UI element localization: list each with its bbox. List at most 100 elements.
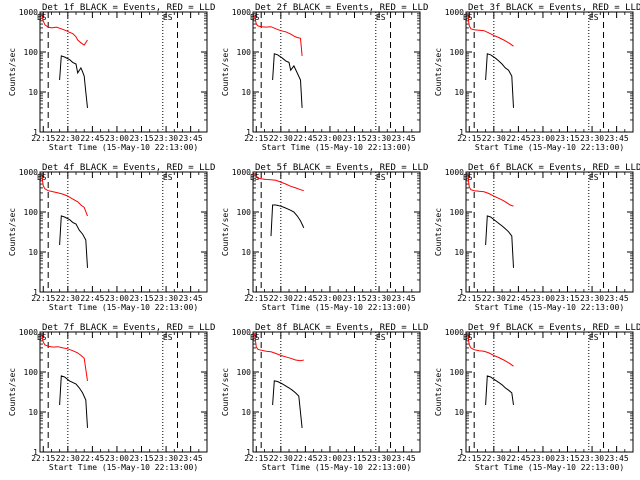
events-series-line <box>270 204 305 237</box>
x-tick-label: 22:45 <box>506 454 530 463</box>
x-tick-label: 22:15 <box>457 454 481 463</box>
x-tick-label: 23:15 <box>555 454 579 463</box>
x-tick-label: 22:15 <box>244 134 268 143</box>
x-axis-label: Start Time (15-May-10 22:13:00) <box>49 463 198 472</box>
x-tick-label: 22:45 <box>293 454 317 463</box>
lld-series-line <box>467 333 514 367</box>
y-tick-label: 100 <box>237 368 252 377</box>
lld-series-line <box>467 173 514 207</box>
y-axis-label: Counts/sec <box>434 368 443 416</box>
y-tick-label: 1000 <box>445 328 464 337</box>
es-marker: ES <box>37 13 47 22</box>
x-tick-label: 23:00 <box>318 134 342 143</box>
chart-title: Det 9f BLACK = Events, RED = LLD <box>468 323 640 333</box>
events-series-line <box>485 215 514 268</box>
x-tick-label: 23:45 <box>392 294 416 303</box>
y-axis-label: Counts/sec <box>221 48 230 96</box>
plot-frame <box>465 171 634 293</box>
x-axis-label: Start Time (15-May-10 22:13:00) <box>262 143 411 152</box>
x-tick-label: 23:15 <box>555 134 579 143</box>
x-tick-label: 23:00 <box>531 294 555 303</box>
x-tick-label: 23:30 <box>580 134 604 143</box>
y-tick-label: 100 <box>450 48 465 57</box>
events-series-line <box>485 375 514 406</box>
x-tick-label: 22:30 <box>482 294 506 303</box>
x-axis-label: Start Time (15-May-10 22:13:00) <box>262 303 411 312</box>
x-tick-label: 22:45 <box>293 134 317 143</box>
x-axis-label: Start Time (15-May-10 22:13:00) <box>49 303 198 312</box>
y-tick-label: 1000 <box>19 168 38 177</box>
x-tick-label: 22:30 <box>56 454 80 463</box>
events-series-line <box>59 215 88 268</box>
lld-series-line <box>254 173 304 192</box>
x-tick-label: 22:30 <box>56 294 80 303</box>
es-marker: ES <box>37 333 47 342</box>
y-tick-label: 1 <box>33 288 38 297</box>
x-axis-label: Start Time (15-May-10 22:13:00) <box>262 463 411 472</box>
y-tick-label: 100 <box>24 208 39 217</box>
x-tick-label: 23:45 <box>605 134 629 143</box>
chart-title: Det 4f BLACK = Events, RED = LLD <box>42 163 215 173</box>
y-tick-label: 100 <box>450 368 465 377</box>
x-tick-label: 22:15 <box>244 454 268 463</box>
y-tick-label: 1000 <box>19 8 38 17</box>
x-axis-label: Start Time (15-May-10 22:13:00) <box>49 143 198 152</box>
chart-title: Det 6f BLACK = Events, RED = LLD <box>468 163 640 173</box>
y-tick-label: 1 <box>33 448 38 457</box>
x-tick-label: 23:00 <box>318 294 342 303</box>
x-tick-label: 23:00 <box>531 134 555 143</box>
y-tick-label: 1 <box>459 288 464 297</box>
y-tick-label: 100 <box>24 368 39 377</box>
x-tick-label: 22:30 <box>269 294 293 303</box>
x-tick-label: 23:45 <box>605 294 629 303</box>
events-series-line <box>272 380 303 428</box>
es-marker: ES <box>376 173 386 182</box>
x-tick-label: 23:15 <box>129 294 153 303</box>
x-tick-label: 23:30 <box>580 294 604 303</box>
chart-title: Det 7f BLACK = Events, RED = LLD <box>42 323 215 333</box>
y-tick-label: 100 <box>24 48 39 57</box>
plot-frame <box>39 331 208 453</box>
plot-frame <box>39 11 208 133</box>
x-tick-label: 23:30 <box>367 134 391 143</box>
chart-title: Det 1f BLACK = Events, RED = LLD <box>42 3 215 13</box>
x-axis-label: Start Time (15-May-10 22:13:00) <box>475 143 624 152</box>
y-tick-label: 1 <box>246 128 251 137</box>
y-tick-label: 10 <box>28 88 38 97</box>
es-marker: ES <box>589 173 599 182</box>
x-tick-label: 23:00 <box>531 454 555 463</box>
y-tick-label: 1 <box>459 448 464 457</box>
y-tick-label: 1 <box>459 128 464 137</box>
lld-series-line <box>41 333 88 381</box>
lld-series-line <box>254 15 303 56</box>
x-tick-label: 23:15 <box>129 134 153 143</box>
lld-series-line <box>41 13 88 46</box>
y-tick-label: 1 <box>246 288 251 297</box>
es-marker: ES <box>589 13 599 22</box>
plot-frame <box>252 331 421 453</box>
es-marker: ES <box>376 333 386 342</box>
es-marker: ES <box>376 13 386 22</box>
x-tick-label: 22:30 <box>269 454 293 463</box>
y-tick-label: 1000 <box>445 168 464 177</box>
chart-title: Det 3f BLACK = Events, RED = LLD <box>468 3 640 13</box>
y-tick-label: 100 <box>450 208 465 217</box>
y-tick-label: 10 <box>241 408 251 417</box>
events-series-line <box>59 375 88 428</box>
lld-series-line <box>254 333 304 362</box>
x-tick-label: 22:30 <box>56 134 80 143</box>
x-axis-label: Start Time (15-May-10 22:13:00) <box>475 463 624 472</box>
x-tick-label: 23:00 <box>105 294 129 303</box>
x-tick-label: 23:30 <box>367 454 391 463</box>
es-marker: ES <box>589 333 599 342</box>
y-tick-label: 100 <box>237 48 252 57</box>
plot-frame <box>465 331 634 453</box>
y-tick-label: 1000 <box>232 328 251 337</box>
es-marker: ES <box>163 13 173 22</box>
y-axis-label: Counts/sec <box>221 368 230 416</box>
